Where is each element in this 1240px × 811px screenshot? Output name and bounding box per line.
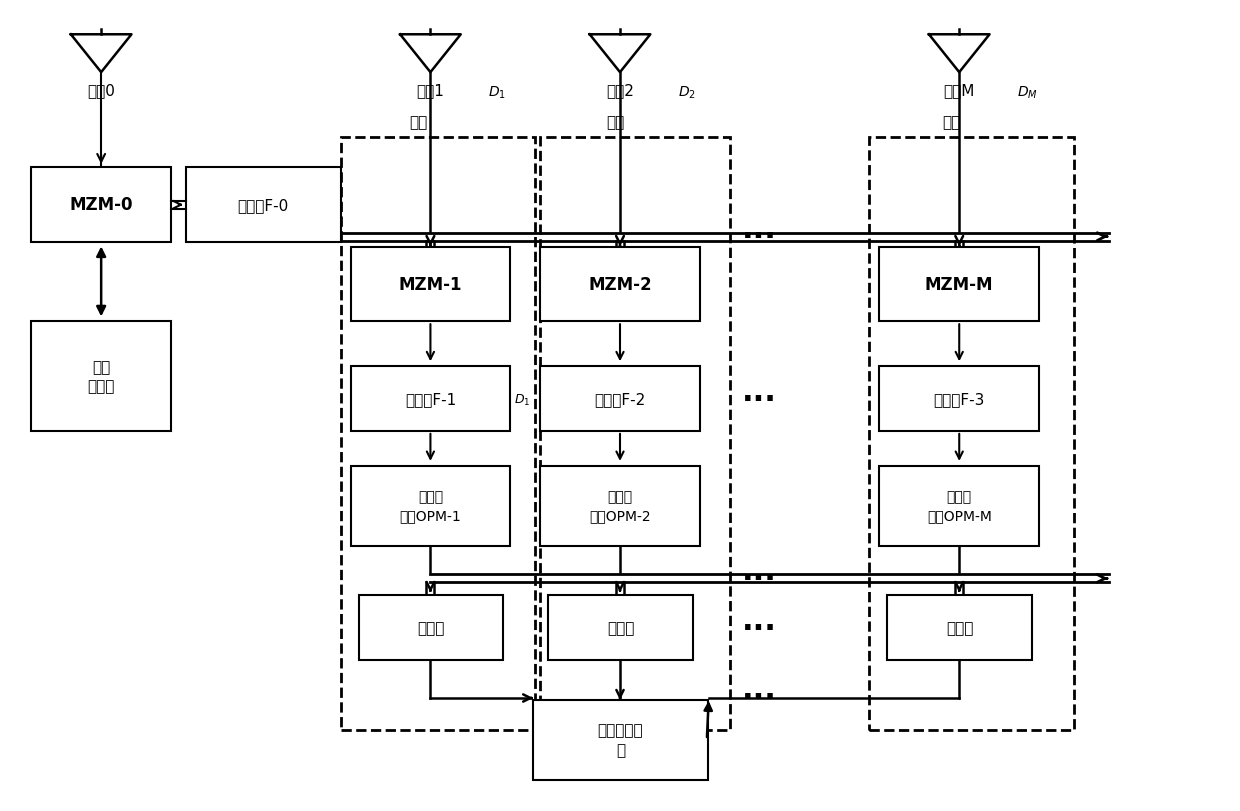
Text: 滤波器F-0: 滤波器F-0 <box>238 197 289 212</box>
Text: 比值器: 比值器 <box>606 620 634 636</box>
Bar <box>869 138 1074 730</box>
Text: $D_M$: $D_M$ <box>1017 85 1038 101</box>
Bar <box>351 247 510 322</box>
Bar <box>541 466 699 546</box>
Bar <box>879 367 1039 431</box>
Bar <box>541 367 699 431</box>
Text: 稀疏表示模
型: 稀疏表示模 型 <box>598 723 644 757</box>
Text: 光功率
测量OPM-2: 光功率 测量OPM-2 <box>589 490 651 522</box>
Bar <box>351 367 510 431</box>
Bar <box>548 595 693 660</box>
Text: 比值器: 比值器 <box>417 620 445 636</box>
Bar <box>541 247 699 322</box>
Bar <box>879 466 1039 546</box>
Text: 天线0: 天线0 <box>87 83 115 98</box>
Text: 天线M: 天线M <box>944 83 975 98</box>
Text: ···: ··· <box>743 223 777 251</box>
Bar <box>541 138 730 730</box>
Text: $D_1$: $D_1$ <box>489 85 506 101</box>
Text: ···: ··· <box>743 564 777 593</box>
Text: ···: ··· <box>743 385 777 414</box>
Text: 滤波器F-2: 滤波器F-2 <box>594 392 646 406</box>
Bar <box>533 700 708 779</box>
Text: 天线1: 天线1 <box>417 83 444 98</box>
Text: 天线2: 天线2 <box>606 83 634 98</box>
Text: MZM-M: MZM-M <box>925 276 993 294</box>
Bar <box>341 138 536 730</box>
Text: $D_2$: $D_2$ <box>678 85 696 101</box>
Text: 阵元: 阵元 <box>606 115 624 130</box>
Bar <box>879 247 1039 322</box>
Text: 阵元: 阵元 <box>942 115 961 130</box>
Text: 激光
信号源: 激光 信号源 <box>88 359 115 394</box>
Text: MZM-0: MZM-0 <box>69 196 133 214</box>
Text: 滤波器F-3: 滤波器F-3 <box>934 392 985 406</box>
Text: MZM-1: MZM-1 <box>399 276 463 294</box>
Text: MZM-2: MZM-2 <box>588 276 652 294</box>
Bar <box>351 466 510 546</box>
Text: 光功率
测量OPM-1: 光功率 测量OPM-1 <box>399 490 461 522</box>
Text: 比值器: 比值器 <box>946 620 973 636</box>
Bar <box>358 595 503 660</box>
Bar <box>888 595 1032 660</box>
Text: 滤波器F-1: 滤波器F-1 <box>404 392 456 406</box>
Bar <box>31 168 171 242</box>
Text: ···: ··· <box>743 614 777 643</box>
Bar <box>186 168 341 242</box>
Text: 阵元: 阵元 <box>409 115 427 130</box>
Text: 光功率
测量OPM-M: 光功率 测量OPM-M <box>926 490 992 522</box>
Bar <box>31 322 171 431</box>
Text: ···: ··· <box>743 684 777 713</box>
Text: $D_1$: $D_1$ <box>513 392 531 407</box>
